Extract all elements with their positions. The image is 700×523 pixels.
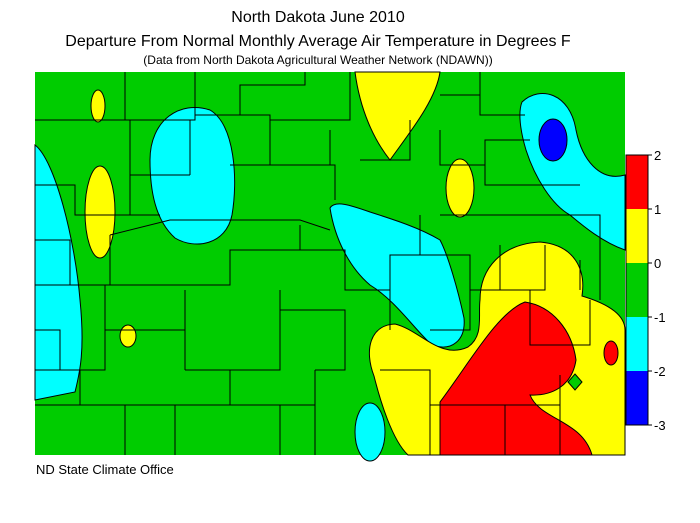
subtitle: Departure From Normal Monthly Average Ai… [65,33,571,50]
county-lines [35,72,601,455]
title: North Dakota June 2010 [231,9,405,26]
contour-region [329,203,465,348]
scale-frame [625,154,649,426]
source-note: (Data from North Dakota Agricultural Wea… [143,53,492,67]
scale-swatch [626,155,648,209]
scale-tick-label: 0 [654,256,661,271]
scale-tick-label: -2 [654,364,666,379]
contour-region [34,143,83,401]
contour-region [567,373,583,391]
contour-region [538,118,568,162]
scale-swatch [626,209,648,263]
contour-region [90,89,106,123]
contour-region [354,402,386,462]
contour-region [603,340,619,366]
contour-region [84,165,116,259]
color-scale: 2 1 0 -1 -2 -3 [625,148,666,433]
contour-region [149,106,236,245]
scale-swatch [626,317,648,371]
scale-tick-label: -3 [654,418,666,433]
scale-tick-label: -1 [654,310,666,325]
footer: ND State Climate Office [36,462,174,477]
contour-region [119,324,137,348]
scale-swatch [626,263,648,317]
scale-tick-label: 1 [654,202,661,217]
scale-tick-label: 2 [654,148,661,163]
contour-region [445,158,475,218]
scale-swatch [626,371,648,425]
map [34,71,626,462]
